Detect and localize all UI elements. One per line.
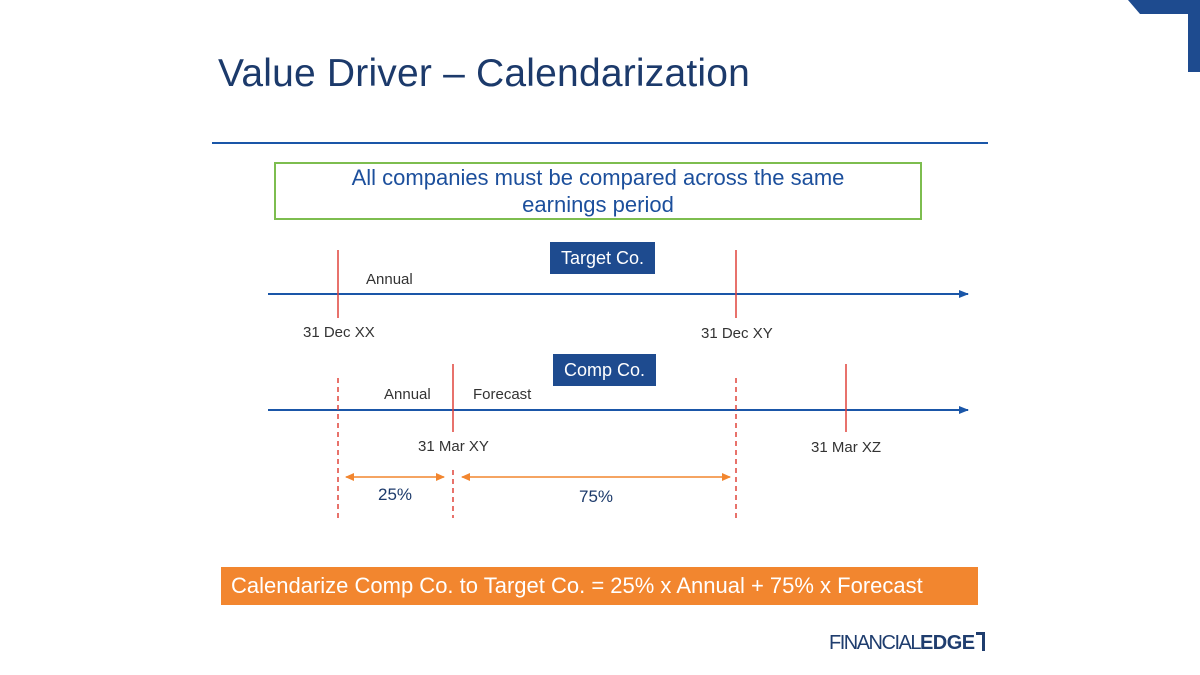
comp-next-fye-date: 31 Mar XZ [811,439,882,456]
corner-decoration [1128,0,1200,72]
note-text: All companies must be compared across th… [351,165,845,217]
note-box: All companies must be compared across th… [274,162,922,220]
logo-text-edge: EDGE [919,632,975,654]
target-co-badge: Target Co. [550,242,656,274]
financial-edge-logo: FINANCIALEDGE [829,632,985,655]
title-divider [212,142,988,144]
formula-banner: Calendarize Comp Co. to Target Co. = 25%… [221,567,978,605]
annual-percent-label: 25% [378,485,413,504]
page-title: Value Driver – Calendarization [218,52,751,95]
logo-mark-icon [975,632,985,651]
target-start-date: 31 Dec XX [303,324,375,341]
comp-annual-label: Annual [384,386,431,403]
target-annual-label: Annual [366,271,413,288]
formula-text: Calendarize Comp Co. to Target Co. = 25%… [231,573,923,598]
target-end-date: 31 Dec XY [701,325,773,342]
comp-co-badge: Comp Co. [553,354,657,386]
comp-forecast-label: Forecast [473,386,532,403]
comp-fye-date: 31 Mar XY [418,438,489,455]
logo-text-financial: FINANCIAL [829,632,921,654]
forecast-percent-label: 75% [579,487,614,506]
